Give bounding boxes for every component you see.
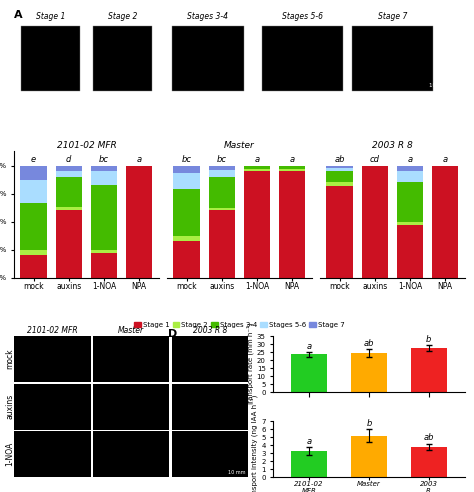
Title: 2101-02 MFR: 2101-02 MFR [56, 141, 116, 150]
Text: A: A [14, 10, 23, 20]
Bar [411, 348, 447, 392]
Bar [55, 171, 82, 177]
Bar [397, 183, 423, 221]
Bar [91, 166, 117, 171]
Bar [173, 236, 200, 241]
Bar [279, 169, 305, 171]
Bar [327, 171, 353, 183]
Bar [20, 249, 47, 255]
FancyBboxPatch shape [262, 27, 343, 91]
Bar [397, 166, 423, 171]
Bar [397, 221, 423, 225]
Bar [209, 170, 235, 177]
Title: 2003 R 8: 2003 R 8 [372, 141, 413, 150]
Text: ab: ab [364, 338, 374, 347]
Text: a: a [407, 155, 412, 164]
FancyBboxPatch shape [21, 27, 80, 91]
Text: 10 mm: 10 mm [228, 470, 246, 475]
Bar [397, 225, 423, 277]
Text: Stage 2: Stage 2 [108, 12, 137, 22]
Bar [244, 169, 270, 171]
Text: a: a [255, 155, 260, 164]
Text: ab: ab [423, 433, 434, 442]
Bar [209, 208, 235, 211]
Bar [362, 166, 388, 277]
Title: 2003 R 8: 2003 R 8 [192, 326, 227, 335]
Text: a: a [137, 155, 142, 164]
Bar [244, 171, 270, 277]
Bar [279, 171, 305, 277]
Bar [55, 166, 82, 171]
Bar [209, 166, 235, 170]
Text: ab: ab [334, 155, 345, 164]
Text: bc: bc [99, 155, 109, 164]
Bar [432, 166, 458, 277]
Bar [55, 177, 82, 207]
Text: bc: bc [182, 155, 191, 164]
Bar [91, 249, 117, 253]
Y-axis label: Transport intensity (ng IAA h⁻¹): Transport intensity (ng IAA h⁻¹) [251, 395, 258, 492]
Bar [173, 241, 200, 277]
Bar [351, 353, 387, 392]
Bar [20, 166, 47, 180]
Text: bc: bc [217, 155, 227, 164]
Bar [91, 171, 117, 184]
Bar [20, 255, 47, 277]
FancyBboxPatch shape [93, 27, 152, 91]
Bar [327, 168, 353, 171]
Text: a: a [290, 155, 295, 164]
Text: a: a [307, 342, 312, 351]
Bar [244, 166, 270, 169]
Text: Stage 1: Stage 1 [36, 12, 65, 22]
Bar [292, 451, 327, 477]
Text: Stages 5-6: Stages 5-6 [282, 12, 323, 22]
Bar [91, 184, 117, 249]
Bar [20, 203, 47, 249]
Text: a: a [307, 436, 312, 446]
Bar [351, 435, 387, 477]
Legend: Stage 1, Stage 2, Stages 3-4, Stages 5-6, Stage 7: Stage 1, Stage 2, Stages 3-4, Stages 5-6… [131, 319, 347, 331]
Bar [279, 166, 305, 169]
Y-axis label: 1-NOA: 1-NOA [6, 442, 15, 466]
Bar [327, 186, 353, 277]
Bar [173, 174, 200, 189]
Text: Stages 3-4: Stages 3-4 [187, 12, 228, 22]
Bar [126, 166, 152, 277]
Title: Master: Master [118, 326, 144, 335]
Y-axis label: mock: mock [6, 349, 15, 369]
Y-axis label: auxins: auxins [6, 394, 15, 419]
Bar [173, 189, 200, 236]
Bar [327, 183, 353, 186]
Bar [91, 253, 117, 277]
Bar [292, 354, 327, 392]
FancyBboxPatch shape [172, 27, 244, 91]
Text: D: D [168, 329, 177, 339]
Bar [20, 180, 47, 203]
Text: a: a [443, 155, 448, 164]
Title: Master: Master [224, 141, 255, 150]
Y-axis label: Transport rate (mm h⁻¹): Transport rate (mm h⁻¹) [246, 322, 254, 406]
Bar [173, 166, 200, 174]
Bar [209, 177, 235, 208]
Title: 2101-02 MFR: 2101-02 MFR [27, 326, 78, 335]
Bar [55, 207, 82, 211]
Text: e: e [31, 155, 36, 164]
Bar [55, 211, 82, 277]
Text: 10 mm: 10 mm [429, 83, 449, 88]
Text: b: b [426, 335, 431, 343]
Bar [411, 447, 447, 477]
Text: Stage 7: Stage 7 [378, 12, 407, 22]
Text: b: b [366, 419, 372, 428]
FancyBboxPatch shape [352, 27, 433, 91]
Bar [209, 211, 235, 277]
Text: d: d [66, 155, 72, 164]
Bar [397, 171, 423, 183]
Text: cd: cd [370, 155, 380, 164]
Bar [327, 166, 353, 168]
